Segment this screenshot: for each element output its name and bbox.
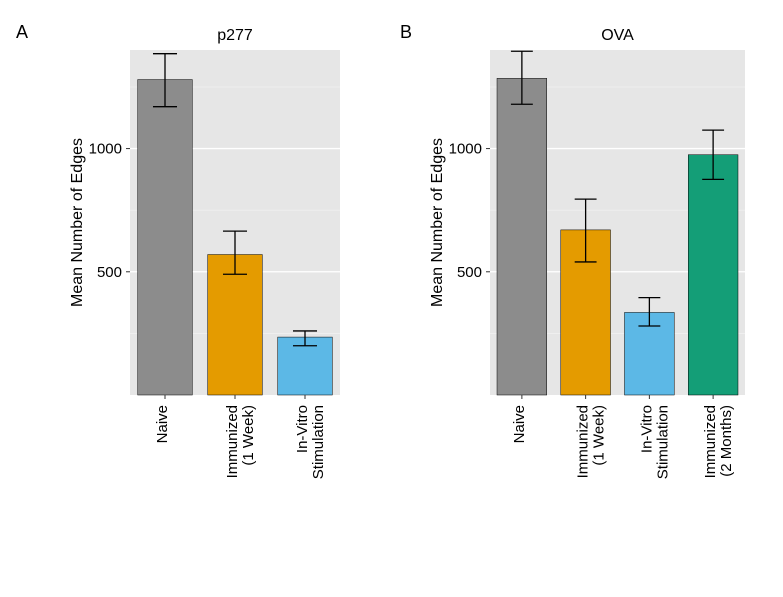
x-tick-label: Naive <box>154 405 171 443</box>
panel-label-a: A <box>16 22 28 43</box>
x-tick-label: (1 Week) <box>591 405 608 466</box>
x-tick-label: Immunized <box>702 405 719 478</box>
x-tick-label: In-Vitro <box>294 405 311 453</box>
x-tick-label: (1 Week) <box>240 405 257 466</box>
chart-title: p277 <box>217 27 253 44</box>
x-tick-label: Immunized <box>575 405 592 478</box>
x-tick-label: Stimulation <box>654 405 671 479</box>
x-tick-label: Stimulation <box>310 405 327 479</box>
y-axis-title: Mean Number of Edges <box>69 138 86 307</box>
y-axis-title: Mean Number of Edges <box>429 138 446 307</box>
svg-text:1000: 1000 <box>449 141 482 158</box>
x-tick-label: Immunized <box>224 405 241 478</box>
chart-b: 5001000NaiveImmunized(1 Week)In-VitroSti… <box>420 20 760 580</box>
bar <box>138 80 193 395</box>
panel-label-b: B <box>400 22 412 43</box>
x-tick-label: Naive <box>511 405 528 443</box>
x-tick-label: (2 Months) <box>718 405 735 477</box>
chart-a: 500 1000 Naive Immunized(1 Week) In-VitroSti… <box>60 20 360 580</box>
bar <box>497 78 547 395</box>
chart-b-wrap: 5001000NaiveImmunized(1 Week)In-VitroSti… <box>420 20 760 580</box>
svg-text:1000: 1000 <box>89 141 122 158</box>
svg-text:500: 500 <box>97 264 122 281</box>
chart-a-wrap: 500 1000 Naive Immunized(1 Week) In-VitroSti… <box>60 20 360 580</box>
x-tick-label: In-Vitro <box>638 405 655 453</box>
svg-text:500: 500 <box>457 264 482 281</box>
bar <box>688 155 738 395</box>
chart-title: OVA <box>601 27 634 44</box>
bar <box>208 255 263 395</box>
